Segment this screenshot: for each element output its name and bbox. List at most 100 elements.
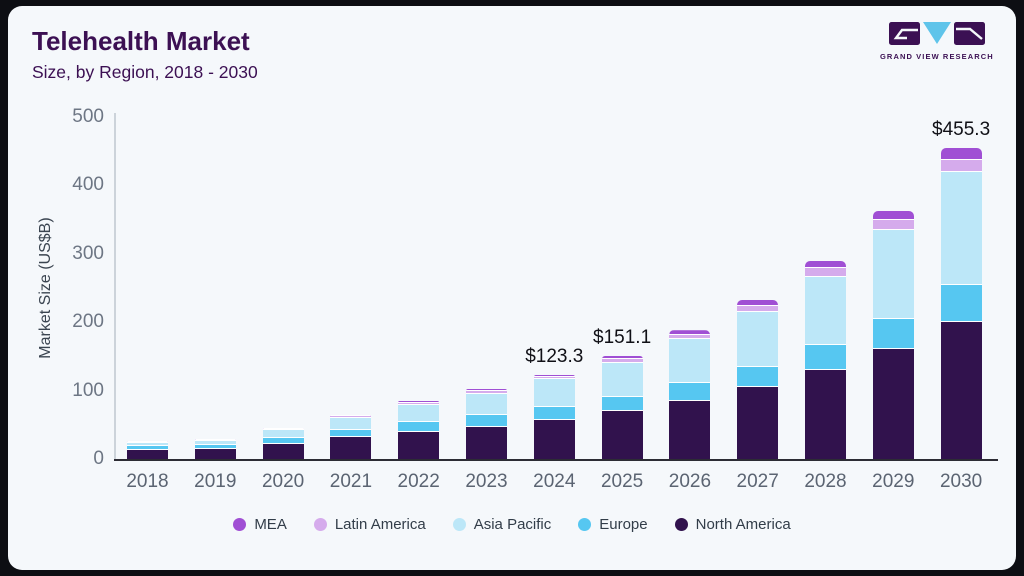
segment-latin-america-2021 — [330, 416, 372, 419]
x-tick-label-2030: 2030 — [939, 471, 983, 492]
legend-dot-latin-america — [313, 518, 327, 531]
segment-north-america-2020 — [262, 443, 304, 459]
segment-europe-2019 — [194, 444, 236, 450]
segment-asia-pacific-2020 — [262, 429, 304, 438]
legend-dot-asia-pacific — [452, 518, 466, 531]
segment-asia-pacific-2029 — [872, 230, 914, 320]
value-label-2030: $455.3 — [932, 118, 991, 140]
segment-north-america-2029 — [872, 348, 914, 459]
legend-dot-europe — [578, 518, 592, 531]
page-title: Telehealth Market — [32, 26, 250, 56]
bar-2019 — [194, 438, 236, 459]
x-tick-label-2025: 2025 — [600, 471, 644, 492]
logo-wordmark: GRAND VIEW RESEARCH — [880, 52, 994, 61]
bar-2030 — [940, 147, 982, 459]
x-tick-label-2024: 2024 — [533, 471, 576, 492]
segment-north-america-2028 — [805, 370, 846, 459]
segment-mea-2023 — [466, 388, 507, 392]
y-tick-label-100: 100 — [72, 379, 104, 401]
segment-mea-2024 — [533, 374, 575, 378]
segment-asia-pacific-2027 — [737, 312, 779, 367]
legend-dot-north-america — [674, 518, 688, 531]
x-tick-label-2028: 2028 — [804, 471, 847, 492]
legend: MEA Latin America Asia Pacific Europe North … — [8, 516, 1016, 533]
segment-mea-2026 — [669, 330, 711, 335]
segment-asia-pacific-2023 — [466, 393, 507, 415]
segment-asia-pacific-2028 — [805, 276, 846, 346]
value-label-2025: $151.1 — [593, 326, 652, 348]
segment-north-america-2021 — [330, 436, 372, 459]
legend-item-mea: MEA — [233, 516, 287, 533]
segment-europe-2028 — [805, 345, 846, 371]
segment-europe-2027 — [737, 366, 779, 388]
bar-2025 — [601, 355, 643, 459]
segment-latin-america-2020 — [262, 428, 304, 430]
segment-europe-2018 — [127, 446, 168, 450]
bar-2018 — [127, 440, 168, 459]
value-label-2024: $123.3 — [525, 345, 584, 367]
bar-2027 — [737, 300, 779, 459]
segment-asia-pacific-2018 — [127, 442, 168, 447]
bar-2023 — [466, 388, 507, 459]
segment-latin-america-2026 — [669, 334, 711, 340]
legend-label-mea: MEA — [254, 516, 287, 533]
legend-label-north-america: North America — [695, 516, 791, 533]
segment-europe-2022 — [398, 422, 440, 432]
segment-latin-america-2027 — [737, 306, 779, 313]
plot-area: 0 100 200 300 400 500 2018 2019 2020 2021 2022 2023… — [72, 106, 998, 492]
y-tick-label-400: 400 — [72, 174, 104, 196]
segment-latin-america-2018 — [127, 441, 168, 443]
segment-europe-2023 — [466, 414, 507, 427]
segment-europe-2030 — [940, 284, 982, 322]
x-tick-label-2027: 2027 — [736, 471, 779, 492]
segment-europe-2024 — [533, 407, 575, 420]
segment-north-america-2018 — [127, 449, 168, 459]
segment-mea-2022 — [398, 400, 440, 403]
legend-item-europe: Europe — [578, 516, 648, 533]
segment-europe-2021 — [330, 429, 372, 437]
segment-asia-pacific-2030 — [940, 172, 982, 285]
segment-europe-2020 — [262, 437, 304, 444]
y-tick-label-500: 500 — [72, 106, 104, 127]
segment-mea-2027 — [737, 300, 779, 307]
bar-2028 — [805, 260, 846, 459]
legend-dot-mea — [233, 518, 247, 531]
segment-mea-2029 — [872, 211, 914, 221]
legend-label-europe: Europe — [599, 516, 648, 533]
segment-latin-america-2030 — [940, 159, 982, 173]
segment-north-america-2026 — [669, 400, 711, 459]
x-tick-label-2018: 2018 — [126, 471, 169, 492]
bar-2029 — [872, 211, 914, 459]
report-card: Telehealth Market Size, by Region, 2018 … — [8, 6, 1016, 570]
bar-2022 — [398, 400, 440, 459]
segment-mea-2019 — [194, 438, 236, 440]
page-subtitle: Size, by Region, 2018 - 2030 — [32, 62, 258, 82]
grand-view-research-logo: GRAND VIEW RESEARCH — [880, 18, 994, 66]
segment-europe-2025 — [601, 396, 643, 412]
segment-north-america-2024 — [533, 419, 575, 459]
legend-item-asia-pacific: Asia Pacific — [452, 516, 551, 533]
y-tick-label-0: 0 — [93, 448, 104, 469]
segment-mea-2025 — [601, 355, 643, 360]
segment-asia-pacific-2021 — [330, 418, 372, 430]
segment-mea-2028 — [805, 260, 846, 269]
x-tick-label-2021: 2021 — [329, 471, 373, 492]
segment-asia-pacific-2026 — [669, 339, 711, 384]
segment-asia-pacific-2025 — [601, 363, 643, 397]
x-tick-label-2020: 2020 — [261, 471, 305, 492]
y-tick-label-200: 200 — [72, 311, 104, 333]
segment-mea-2020 — [262, 427, 304, 429]
bar-2021 — [330, 414, 372, 459]
segment-mea-2021 — [330, 414, 372, 417]
y-axis-line — [114, 113, 116, 459]
x-axis-line — [114, 459, 998, 461]
gvr-logo-icon — [889, 22, 985, 45]
segment-latin-america-2022 — [398, 402, 440, 405]
segment-north-america-2019 — [194, 449, 236, 459]
y-tick-label-300: 300 — [72, 242, 104, 264]
segment-latin-america-2025 — [601, 359, 643, 364]
segment-north-america-2025 — [601, 411, 643, 459]
segment-north-america-2030 — [940, 321, 982, 459]
segment-latin-america-2028 — [805, 268, 846, 277]
segment-latin-america-2019 — [194, 439, 236, 441]
